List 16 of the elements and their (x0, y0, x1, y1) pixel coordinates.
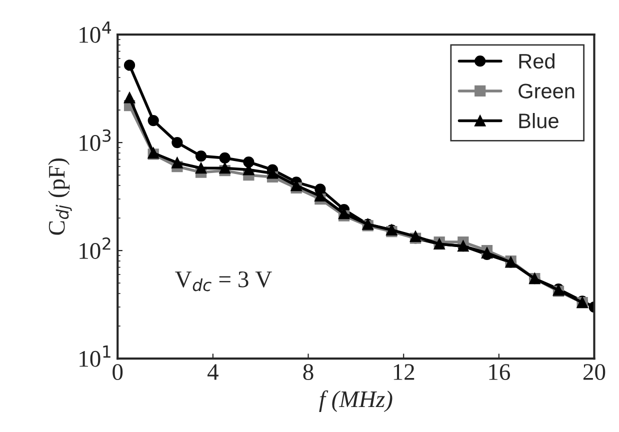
legend-label: Red (519, 53, 554, 69)
y-tick-label: 10$^{1}$ (80, 346, 110, 367)
x-tick-label: 16 (489, 364, 510, 380)
x-tick-label: 12 (394, 364, 414, 380)
x-tick-label: 4 (207, 364, 218, 380)
x-tick-label: 0 (112, 364, 123, 380)
legend-label: Green (518, 84, 574, 98)
y-axis-title: C$_{dj}$ (pF) (48, 158, 72, 235)
x-tick-label: 20 (583, 364, 606, 380)
y-tick-label: 10$^{2}$ (80, 237, 110, 259)
y-tick-label: 10$^{4}$ (80, 22, 111, 43)
y-tick-label: 10$^{3}$ (80, 129, 111, 151)
legend-label: Blue (519, 112, 558, 128)
x-tick-label: 8 (303, 364, 314, 380)
x-axis-title: f (MHz) (319, 390, 392, 412)
annotation: V$_{dc}$ = 3 V (175, 271, 272, 292)
